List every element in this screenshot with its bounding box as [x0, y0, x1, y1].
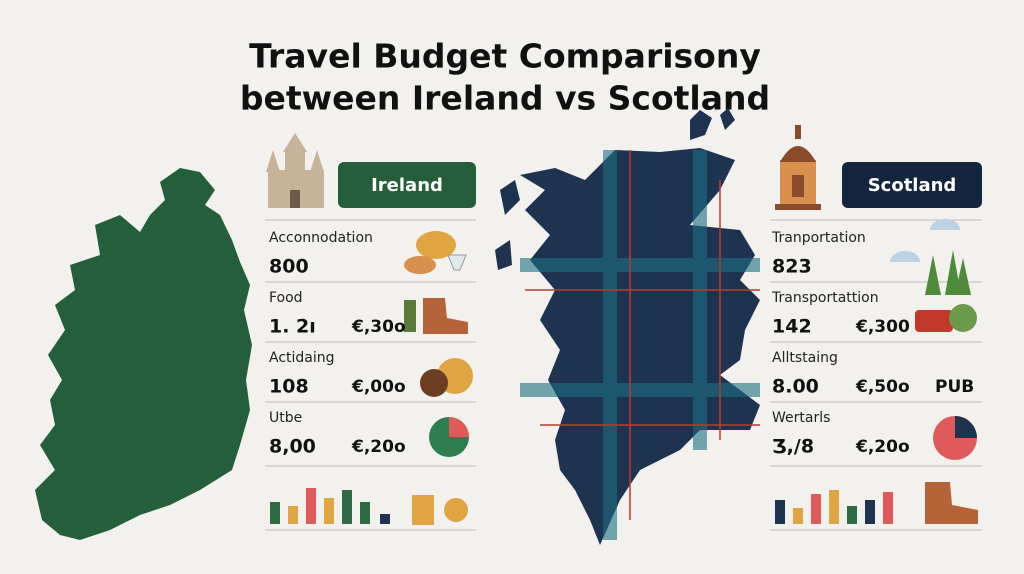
row-label: Tranportation [771, 230, 866, 246]
row-value: €,00o [351, 377, 406, 397]
row-value: PUB [935, 377, 974, 397]
food-icon [404, 231, 467, 274]
row-value: €,20o [855, 437, 910, 457]
row-value: 142 [772, 316, 812, 338]
row-value: €,20o [351, 437, 406, 457]
row-value: Ʒ,/8 [772, 436, 814, 458]
trees-icon [890, 218, 971, 295]
button-label: Ireland [371, 175, 443, 196]
row-label: Actidaing [269, 350, 335, 366]
row-value: €,300 [855, 317, 910, 337]
ireland-button[interactable] [338, 162, 476, 208]
row-value: 800 [269, 256, 309, 278]
row-label: Transportattion [771, 290, 879, 306]
pie-icon [429, 417, 469, 457]
row-value: 823 [772, 256, 812, 278]
row-value: 108 [269, 376, 309, 398]
row-value: €,50o [855, 377, 910, 397]
row-value: 8.00 [772, 376, 819, 398]
cookie-icon [420, 358, 473, 397]
row-label: Acconnodation [269, 230, 373, 246]
row-label: Wertarls [772, 410, 830, 426]
tower-icon [775, 125, 821, 210]
luggage-icon [915, 304, 977, 332]
row-value: €,30o [351, 317, 406, 337]
mini-bars [270, 488, 468, 525]
row-label: Utbe [269, 410, 302, 426]
scotland-button[interactable] [842, 162, 982, 208]
pie-icon [933, 416, 977, 460]
separators [265, 219, 982, 531]
castle-icon [266, 133, 324, 208]
ireland-map [35, 168, 252, 540]
mini-bars [775, 482, 978, 524]
scotland-map [495, 108, 760, 545]
title-line: Travel Budget Comparisony [249, 37, 761, 76]
row-label: Alltstaing [772, 350, 838, 366]
title-line: between Ireland vs Scotland [240, 79, 770, 118]
button-label: Scotland [868, 175, 957, 196]
boot-icon [404, 298, 468, 334]
row-label: Food [269, 290, 303, 306]
row-value: 1. 2ı [269, 316, 316, 338]
row-value: 8,00 [269, 436, 316, 458]
